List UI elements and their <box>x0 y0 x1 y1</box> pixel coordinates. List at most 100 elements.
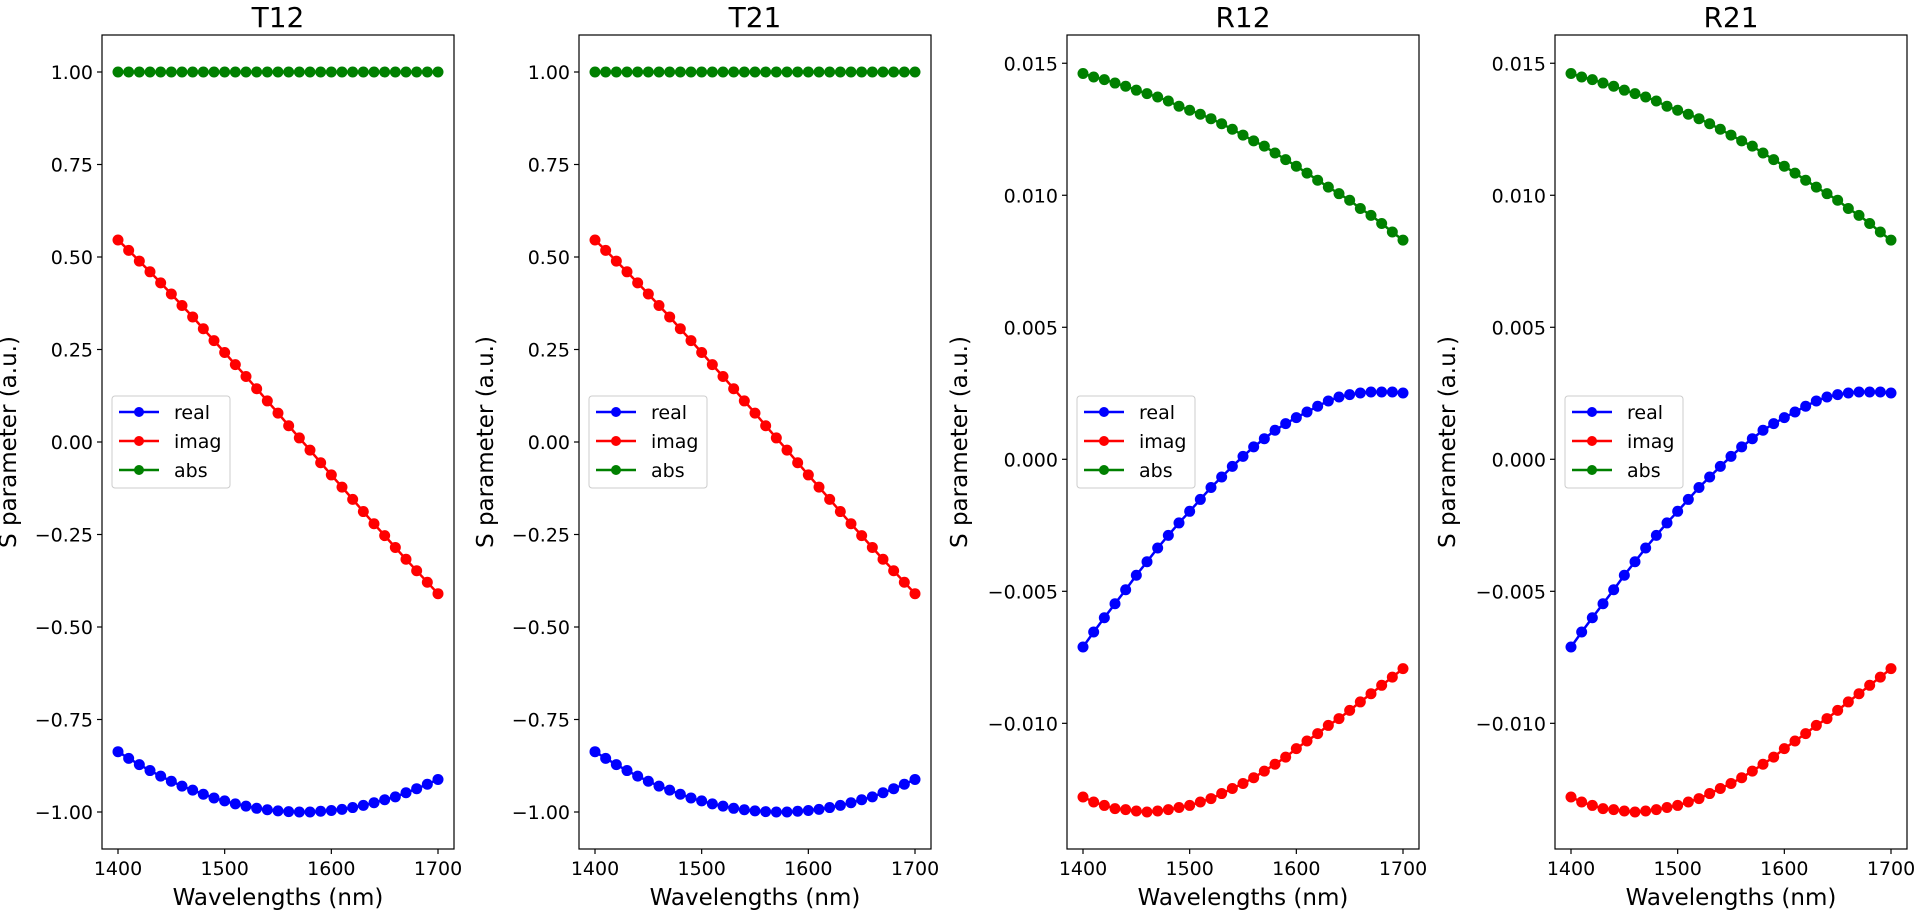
subplot-r21: R21 1400 1500 1600 1700 −0.010 −0.005 0.000 0.00… <box>1435 1 1915 910</box>
data-point-abs <box>304 66 316 78</box>
data-point-imag <box>1120 804 1132 816</box>
data-point-abs <box>1832 194 1844 206</box>
series-abs <box>1077 68 1409 246</box>
data-point-abs <box>123 66 135 78</box>
data-point-imag <box>1682 796 1694 808</box>
legend-marker-icon <box>1587 436 1597 446</box>
data-point-abs <box>144 66 156 78</box>
data-point-real <box>325 805 337 817</box>
data-point-imag <box>632 277 644 289</box>
data-point-imag <box>1746 765 1758 777</box>
data-point-real <box>1269 424 1281 436</box>
data-point-imag <box>1789 735 1801 747</box>
data-point-real <box>1333 391 1345 403</box>
x-tick-label: 1700 <box>1867 858 1915 880</box>
data-point-real <box>123 752 135 764</box>
data-point-abs <box>1874 226 1886 238</box>
legend-label: abs <box>174 460 208 482</box>
data-point-imag <box>165 288 177 300</box>
data-point-real <box>187 784 199 796</box>
legend-entry-real: real <box>596 402 687 424</box>
data-point-real <box>1376 386 1388 398</box>
data-point-abs <box>1682 108 1694 120</box>
data-point-real <box>909 773 921 785</box>
data-point-real <box>1853 386 1865 398</box>
data-point-imag <box>1141 806 1153 818</box>
data-point-real <box>1109 598 1121 610</box>
data-point-real <box>315 805 327 817</box>
data-point-real <box>664 784 676 796</box>
series-abs <box>589 66 921 78</box>
data-point-imag <box>909 588 921 600</box>
chart-title: T12 <box>251 1 305 34</box>
data-point-abs <box>1714 123 1726 135</box>
data-point-abs <box>856 66 868 78</box>
x-tick-label: 1700 <box>891 858 939 880</box>
chart-title: T21 <box>728 1 782 34</box>
data-point-imag <box>1397 663 1409 675</box>
data-point-real <box>845 797 857 809</box>
legend-box <box>588 395 708 489</box>
data-point-imag <box>368 518 380 530</box>
data-point-abs <box>133 66 145 78</box>
x-tick-label: 1400 <box>94 858 142 880</box>
data-point-abs <box>1768 154 1780 166</box>
data-point-abs <box>1842 202 1854 214</box>
x-tick-label: 1700 <box>1379 858 1427 880</box>
data-point-abs <box>824 66 836 78</box>
legend: real imag abs <box>111 395 231 489</box>
data-point-real <box>685 792 697 804</box>
data-point-imag <box>1768 751 1780 763</box>
data-point-imag <box>792 457 804 469</box>
data-point-abs <box>197 66 209 78</box>
data-point-abs <box>1597 77 1609 89</box>
data-point-abs <box>1608 80 1620 92</box>
x-tick-label: 1400 <box>1547 858 1595 880</box>
data-point-imag <box>1205 793 1217 805</box>
data-point-imag <box>1885 663 1897 675</box>
data-point-imag <box>1618 805 1630 817</box>
series-imag <box>1077 663 1409 818</box>
data-point-imag <box>877 553 889 565</box>
data-point-real <box>674 788 686 800</box>
legend-entry-abs: abs <box>119 460 208 482</box>
data-point-abs <box>155 66 167 78</box>
y-tick-label: 0.010 <box>1492 185 1546 207</box>
data-point-real <box>272 805 284 817</box>
data-point-imag <box>1736 772 1748 784</box>
data-point-imag <box>411 565 423 577</box>
data-point-imag <box>123 244 135 256</box>
legend-entry-abs: abs <box>1572 460 1661 482</box>
data-point-imag <box>696 346 708 358</box>
legend: real imag abs <box>1564 395 1684 489</box>
data-point-real <box>696 795 708 807</box>
data-point-imag <box>261 395 273 407</box>
legend-label: abs <box>1139 460 1173 482</box>
data-point-imag <box>706 359 718 371</box>
data-point-real <box>229 798 241 810</box>
data-point-real <box>802 805 814 817</box>
data-point-real <box>411 783 423 795</box>
data-point-imag <box>642 288 654 300</box>
data-point-real <box>1576 626 1588 638</box>
data-point-imag <box>1077 791 1089 803</box>
data-point-real <box>653 780 665 792</box>
data-point-abs <box>802 66 814 78</box>
data-point-abs <box>664 66 676 78</box>
data-point-real <box>155 770 167 782</box>
data-point-real <box>621 765 633 777</box>
data-point-imag <box>1290 743 1302 755</box>
data-point-abs <box>653 66 665 78</box>
data-point-imag <box>251 383 263 395</box>
legend-marker-icon <box>611 465 621 475</box>
data-point-abs <box>315 66 327 78</box>
data-point-imag <box>112 234 124 246</box>
legend-marker-icon <box>611 436 621 446</box>
series-real <box>112 746 444 818</box>
data-point-real <box>1704 471 1716 483</box>
legend-marker-icon <box>1099 465 1109 475</box>
data-point-real <box>283 806 295 818</box>
data-point-real <box>1077 641 1089 653</box>
data-point-imag <box>1821 713 1833 725</box>
legend: real imag abs <box>1076 395 1196 489</box>
